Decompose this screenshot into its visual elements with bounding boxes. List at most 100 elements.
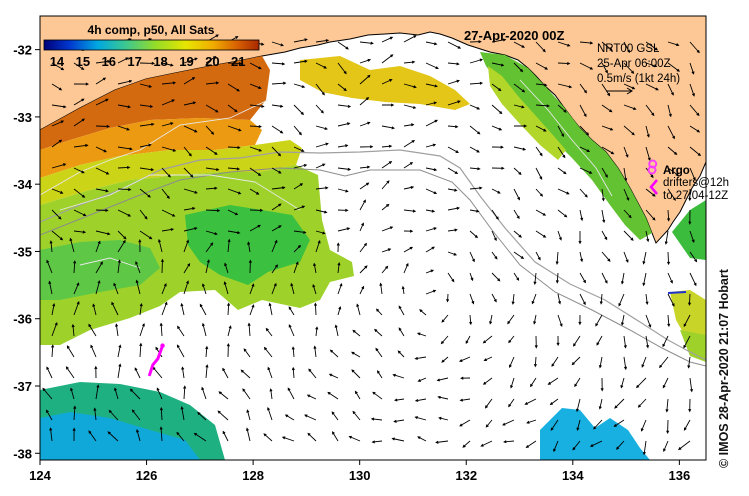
current-vector xyxy=(359,41,374,45)
current-vector xyxy=(161,62,174,67)
current-vector xyxy=(139,83,153,88)
current-vector xyxy=(117,259,121,274)
current-vector xyxy=(535,125,547,132)
current-vector xyxy=(571,356,581,366)
current-vector xyxy=(403,209,417,213)
current-vector xyxy=(304,414,317,421)
current-vector xyxy=(502,419,515,426)
current-vector xyxy=(269,388,273,400)
current-vector xyxy=(88,430,97,442)
current-vector xyxy=(557,230,562,241)
current-vector xyxy=(623,104,637,110)
current-vector xyxy=(139,143,152,148)
blue-drifter-mark xyxy=(667,291,687,294)
current-vector xyxy=(437,395,449,400)
current-vector xyxy=(42,387,53,400)
sst-contour-b xyxy=(59,174,301,211)
colorbar-tick-label: 20 xyxy=(205,54,219,69)
current-vector xyxy=(447,251,458,256)
current-vector xyxy=(579,272,586,284)
current-vector xyxy=(579,146,591,152)
current-vector xyxy=(403,229,414,233)
current-vector xyxy=(601,272,608,284)
current-vector xyxy=(598,398,603,410)
current-vector xyxy=(293,163,308,169)
current-vector xyxy=(513,104,525,109)
current-vector xyxy=(553,440,559,453)
current-vector xyxy=(176,431,185,442)
current-vector xyxy=(247,241,251,253)
current-vector xyxy=(557,83,573,89)
sst-eyre-inner xyxy=(488,66,566,160)
y-tick-label: -34 xyxy=(13,177,33,192)
current-vector xyxy=(425,188,438,195)
current-vector xyxy=(161,146,177,152)
current-vector xyxy=(689,125,701,133)
current-vector xyxy=(667,293,675,307)
current-vector xyxy=(351,369,361,379)
current-vector xyxy=(271,146,282,157)
current-vector xyxy=(535,62,549,70)
current-vector xyxy=(459,419,471,427)
current-vector xyxy=(425,167,438,172)
current-vector xyxy=(557,188,570,195)
isobath-lines xyxy=(40,79,706,367)
current-vector xyxy=(372,391,383,400)
current-vector xyxy=(51,163,67,169)
current-vector xyxy=(667,41,680,47)
current-vector xyxy=(161,81,177,85)
current-vector xyxy=(271,62,286,66)
current-vector xyxy=(425,246,435,253)
current-vector xyxy=(469,104,481,110)
current-vector xyxy=(337,144,349,148)
current-vector xyxy=(419,309,427,316)
current-vector xyxy=(337,282,343,295)
current-vector xyxy=(600,377,604,392)
current-vector xyxy=(623,356,628,371)
current-vector xyxy=(425,41,438,46)
current-vector xyxy=(51,344,55,358)
x-tick-label: 126 xyxy=(136,468,158,483)
current-vectors xyxy=(42,34,702,456)
current-vector xyxy=(197,411,207,421)
colorbar-gradient xyxy=(43,39,260,51)
current-vector xyxy=(547,377,559,385)
current-vector xyxy=(446,293,450,303)
current-vector xyxy=(662,335,669,348)
current-vector xyxy=(337,208,349,212)
current-vector xyxy=(73,282,80,295)
current-vector xyxy=(271,264,278,274)
current-vector xyxy=(205,242,214,253)
current-vector xyxy=(513,83,526,93)
current-vector xyxy=(689,41,700,54)
current-vector xyxy=(48,280,53,295)
current-vector xyxy=(533,272,537,285)
current-vector xyxy=(598,356,603,369)
current-vector xyxy=(623,230,634,241)
current-vector xyxy=(359,165,371,169)
current-vector xyxy=(613,419,625,427)
current-vector xyxy=(129,388,141,400)
current-vector xyxy=(392,373,405,379)
current-vector xyxy=(315,142,329,148)
current-vector xyxy=(271,225,282,232)
current-vector xyxy=(131,409,141,421)
current-vector xyxy=(689,104,700,117)
current-vector xyxy=(271,41,284,47)
argo-label: Argo xyxy=(663,165,690,177)
current-vector xyxy=(271,282,277,295)
current-vector xyxy=(95,59,111,64)
sst-orange-band xyxy=(40,118,262,178)
current-vector xyxy=(667,62,681,72)
current-vector xyxy=(249,224,261,232)
current-vector xyxy=(183,227,198,232)
current-vector xyxy=(425,101,438,106)
current-vector xyxy=(183,280,189,295)
current-vector xyxy=(659,356,669,369)
current-vector xyxy=(381,161,393,169)
map-frame xyxy=(39,15,707,461)
isobath-slope xyxy=(40,167,706,367)
current-vector xyxy=(394,398,405,402)
current-vector xyxy=(287,387,295,400)
current-vector xyxy=(579,167,593,174)
